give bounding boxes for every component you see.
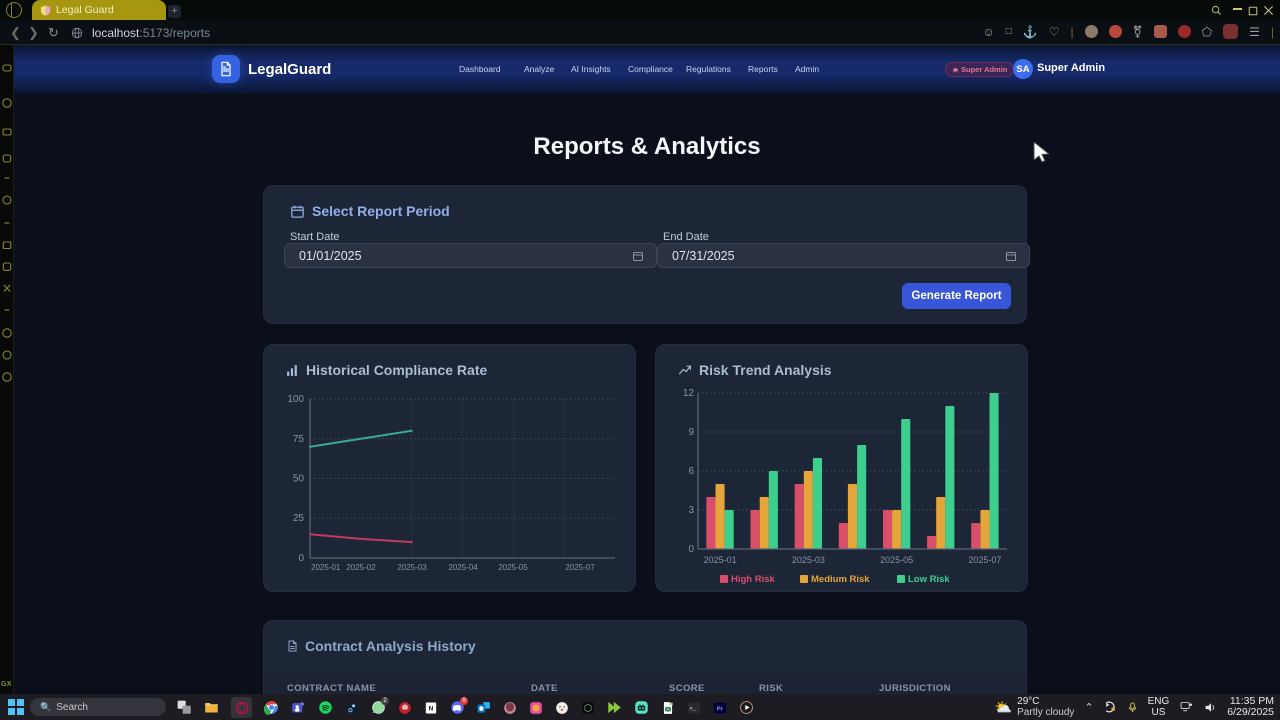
svg-text:25: 25 [293,513,305,524]
svg-text:6: 6 [688,466,694,477]
svg-text:2025-03: 2025-03 [397,563,427,572]
svg-text:2025-04: 2025-04 [448,563,478,572]
svg-text:75: 75 [293,434,305,445]
svg-text:2025-03: 2025-03 [792,555,825,565]
svg-text:Medium Risk: Medium Risk [811,574,870,585]
svg-text:Low Risk: Low Risk [908,574,950,585]
svg-text:2025-05: 2025-05 [880,555,913,565]
svg-text:2025-01: 2025-01 [311,563,341,572]
svg-text:>_: >_ [689,705,696,711]
svg-text:2025-07: 2025-07 [968,555,1001,565]
svg-text:12: 12 [683,388,695,399]
svg-text:0: 0 [298,553,304,564]
svg-text:3: 3 [688,505,694,516]
svg-text:High Risk: High Risk [731,574,776,585]
svg-text:2025-01: 2025-01 [704,555,737,565]
svg-text:Pr: Pr [717,706,724,712]
svg-text:100: 100 [287,394,304,405]
svg-text:50: 50 [293,474,305,485]
svg-text:2025-02: 2025-02 [346,563,376,572]
svg-text:0: 0 [688,544,694,555]
svg-text:2025-07: 2025-07 [565,563,595,572]
svg-text:9: 9 [688,427,694,438]
svg-text:N: N [429,705,434,712]
svg-text:2025-05: 2025-05 [498,563,528,572]
